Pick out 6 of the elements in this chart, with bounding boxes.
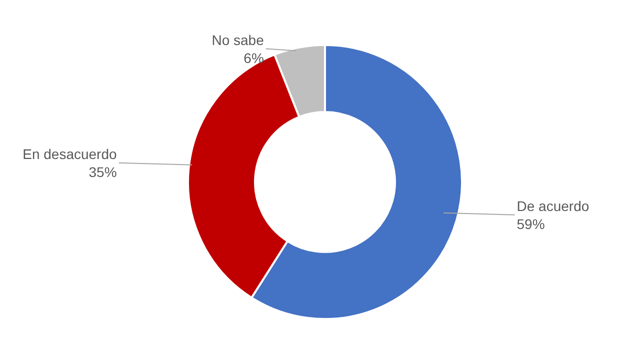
slice-label: De acuerdo: [516, 198, 590, 214]
data-label: 6%: [244, 50, 264, 66]
slice-label: No sabe: [212, 32, 264, 48]
data-label: 59%: [516, 216, 545, 232]
slice-label: En desacuerdo: [22, 146, 118, 162]
data-label: 35%: [88, 164, 117, 180]
